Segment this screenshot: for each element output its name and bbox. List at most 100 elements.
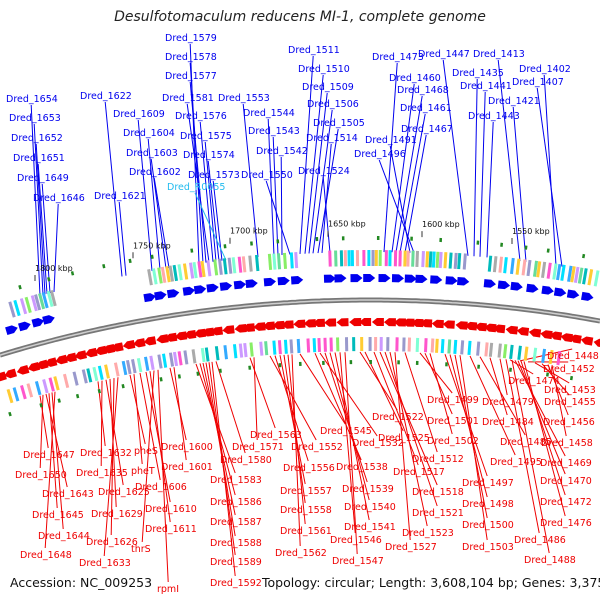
marker-tick (477, 364, 481, 369)
reverse-gene-arrow (122, 340, 136, 350)
marker-tick (150, 254, 154, 259)
forward-leader-line (378, 159, 415, 253)
kbp-tick-label: 1550 kbp (512, 227, 550, 236)
reverse-leader-line (110, 378, 115, 536)
forward-feature-block (46, 290, 54, 308)
reverse-leader-line (394, 352, 411, 541)
kbp-tick-label: 1700 kbp (230, 227, 268, 236)
reverse-gene-arrow (164, 332, 178, 342)
reverse-feature-block (264, 341, 269, 356)
reverse-feature-block (502, 344, 508, 359)
forward-feature-block (593, 270, 600, 287)
reverse-gene-label: Dred_1644 (38, 531, 90, 542)
forward-leader-line (442, 59, 469, 256)
forward-gene-label: Dred_1413 (473, 49, 525, 60)
reverse-gene-label: Dred_1587 (210, 517, 262, 528)
reverse-feature-block (440, 339, 445, 354)
forward-feature-block (567, 265, 573, 282)
reverse-leader-line (523, 361, 566, 517)
reverse-feature-block (323, 337, 327, 352)
forward-leader-line (497, 59, 521, 261)
forward-strand-track (5, 235, 600, 336)
forward-gene-arrow (154, 291, 167, 301)
kbp-tick-label: 1600 kbp (422, 220, 460, 229)
forward-gene-arrow (182, 286, 196, 296)
reverse-gene-label: Dred_1556 (283, 463, 335, 474)
forward-leader-line (312, 109, 333, 254)
reverse-feature-block (183, 350, 189, 365)
marker-tick (500, 242, 504, 247)
marker-tick (57, 398, 61, 403)
reverse-leader-line (324, 352, 368, 483)
reverse-gene-label: Dred_1625 (98, 487, 150, 498)
marker-tick (439, 237, 443, 243)
marker-tick (415, 360, 419, 365)
forward-leader-line (399, 113, 426, 253)
topology-text: Topology: circular; Length: 3,608,104 bp… (262, 575, 600, 590)
marker-tick (298, 361, 302, 366)
marker-tick (341, 236, 345, 241)
forward-gene-label: Dred_1652 (11, 133, 63, 144)
reverse-leader-line (169, 367, 187, 441)
forward-feature-block (8, 301, 16, 318)
reverse-gene-label: Dred_1635 (76, 468, 128, 479)
reverse-gene-arrow (111, 342, 124, 352)
forward-leader-line (199, 121, 214, 262)
reverse-leader-line (404, 352, 438, 453)
reverse-gene-label: Dred_1532 (352, 438, 404, 449)
forward-leader-line (317, 128, 339, 254)
reverse-leader-line (551, 365, 567, 437)
forward-gene-label: Dred_1604 (123, 128, 175, 139)
forward-leader-line (473, 78, 478, 257)
reverse-gene-arrow (174, 331, 188, 341)
forward-feature-block (237, 256, 243, 273)
reverse-feature-block (336, 337, 340, 352)
reverse-feature-block (460, 340, 465, 355)
forward-leader-line (486, 121, 494, 258)
reverse-gene-label: Dred_1456 (543, 417, 595, 428)
marker-tick (121, 383, 125, 389)
forward-feature-block (428, 251, 433, 268)
reverse-leader-line (299, 353, 346, 425)
forward-gene-label: Dred_1511 (288, 45, 340, 56)
reverse-leader-line (419, 352, 453, 394)
reverse-feature-block (97, 365, 104, 380)
reverse-gene-label: Dred_1626 (86, 537, 138, 548)
forward-feature-block (217, 258, 223, 275)
forward-feature-block (165, 266, 171, 283)
reverse-feature-block (6, 388, 14, 404)
forward-leader-line (104, 101, 123, 277)
reverse-leader-line (48, 393, 58, 509)
forward-feature-block (421, 251, 425, 268)
reverse-feature-block (125, 359, 132, 375)
forward-gene-label: Dred_1461 (400, 103, 452, 114)
forward-gene-arrow (31, 317, 45, 328)
reverse-gene-label: pheT (131, 466, 155, 477)
reverse-feature-block (467, 340, 472, 355)
reverse-feature-block (113, 362, 120, 377)
forward-leader-line (207, 160, 220, 262)
reverse-gene-arrow (272, 320, 285, 330)
reverse-gene-label: Dred_1455 (544, 397, 596, 408)
forward-leader-line (391, 83, 415, 253)
marker-tick (47, 277, 51, 282)
forward-feature-block (556, 263, 562, 281)
reverse-feature-block (223, 345, 228, 360)
marker-tick (322, 360, 325, 365)
marker-tick (70, 271, 75, 276)
reverse-gene-arrow (16, 365, 30, 375)
forward-gene-arrow (378, 274, 391, 283)
forward-gene-arrow (391, 274, 404, 283)
forward-gene-label: Dred_1491 (365, 135, 417, 146)
reverse-leader-line (514, 360, 566, 457)
reverse-gene-arrow (484, 323, 497, 333)
forward-feature-block (241, 256, 247, 273)
reverse-leader-line (364, 351, 404, 432)
reverse-feature-block (453, 339, 458, 354)
forward-feature-block (492, 256, 498, 273)
reverse-gene-arrow (569, 334, 582, 344)
reverse-leader-line (373, 351, 419, 466)
reverse-gene-label: Dred_1588 (210, 538, 262, 549)
forward-feature-block (24, 296, 32, 314)
reverse-feature-block (435, 338, 439, 353)
